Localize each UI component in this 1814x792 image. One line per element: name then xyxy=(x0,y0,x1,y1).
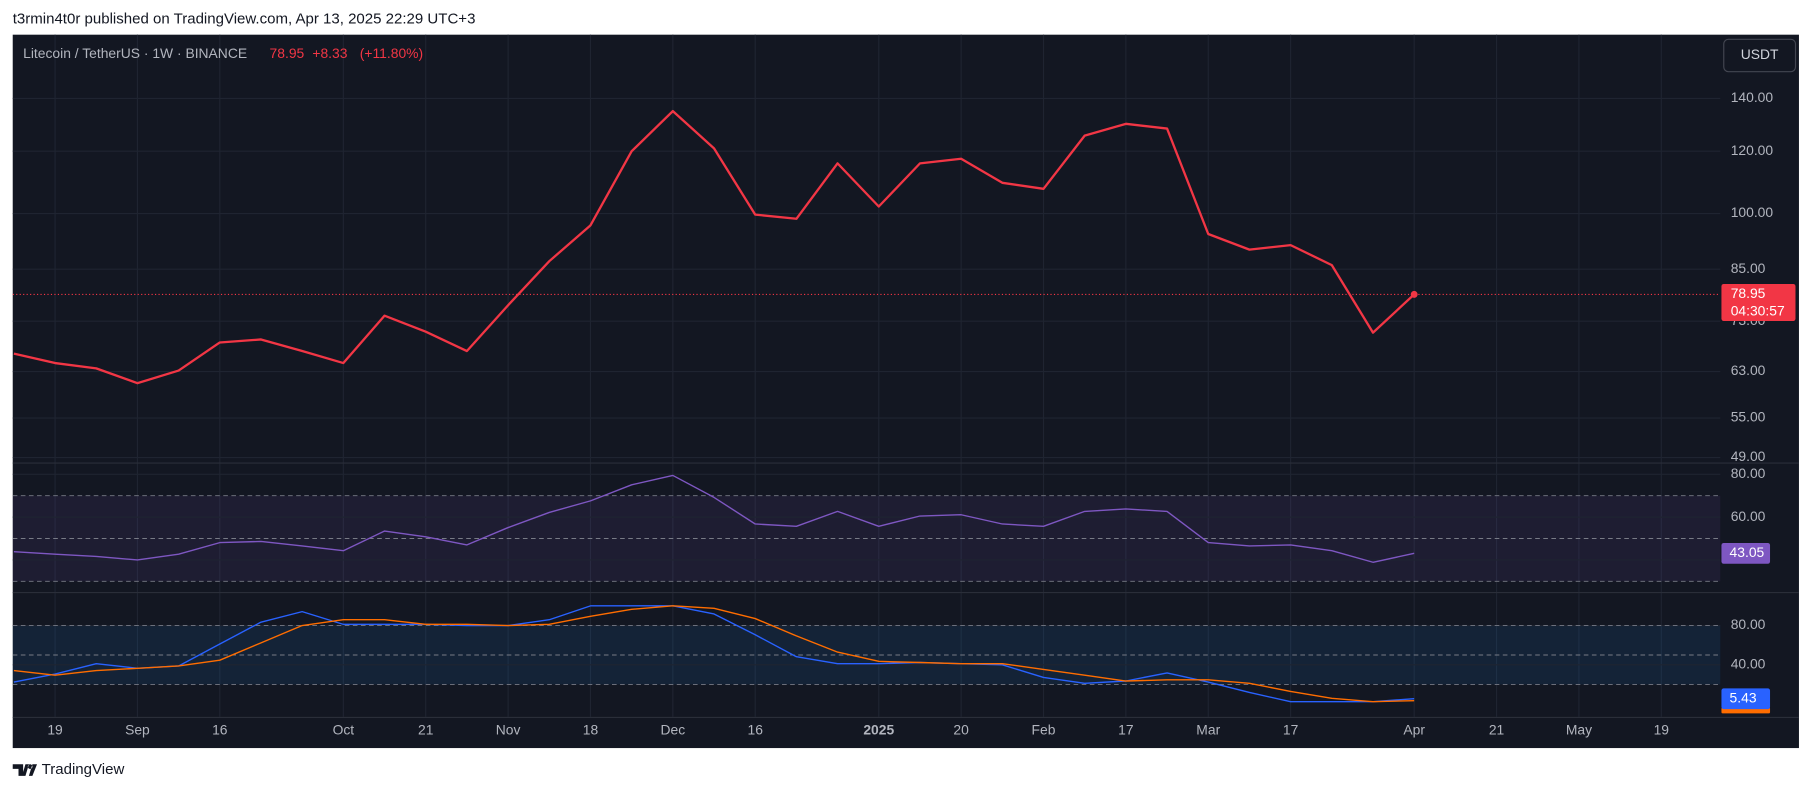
x-tick-label: 19 xyxy=(47,721,63,737)
publish-info: t3rmin4t0r published on TradingView.com,… xyxy=(13,11,476,28)
series-line xyxy=(13,474,1415,563)
x-tick-label: 17 xyxy=(1118,721,1134,737)
last-price-dot xyxy=(1410,290,1418,298)
x-tick-label: 21 xyxy=(418,721,434,737)
series-line xyxy=(13,605,1415,703)
x-tick-label: Sep xyxy=(125,721,150,737)
brand-logo xyxy=(12,764,38,776)
x-tick-label: 21 xyxy=(1489,721,1505,737)
x-tick-label: 17 xyxy=(1283,721,1299,737)
x-tick-label: Apr xyxy=(1403,721,1425,737)
y-tick-label: 100.00 xyxy=(1731,204,1774,220)
x-tick-label: 20 xyxy=(953,721,969,737)
y-tick-label: 80.00 xyxy=(1731,465,1766,481)
price-tag-value: 78.95 xyxy=(1731,285,1766,301)
symbol-title: Litecoin / TetherUS · 1W · BINANCE xyxy=(23,45,247,61)
x-tick-label: Mar xyxy=(1196,721,1220,737)
price-change: +8.33 xyxy=(312,45,347,61)
value-tag-text: 5.43 xyxy=(1730,689,1757,705)
currency-button[interactable] xyxy=(1723,38,1797,73)
x-tick-label: 2025 xyxy=(863,721,894,737)
y-tick-label: 140.00 xyxy=(1731,89,1774,105)
x-tick-label: May xyxy=(1566,721,1592,737)
value-tag xyxy=(1721,542,1771,564)
series-line xyxy=(13,109,1415,385)
x-tick-label: 19 xyxy=(1654,721,1670,737)
x-tick-label: Dec xyxy=(661,721,686,737)
x-tick-label: Feb xyxy=(1032,721,1056,737)
x-tick-label: 18 xyxy=(583,721,599,737)
x-tick-label: Nov xyxy=(496,721,521,737)
y-tick-label: 49.00 xyxy=(1731,448,1766,464)
x-tick-label: 16 xyxy=(212,721,228,737)
value-tag xyxy=(1721,688,1771,710)
y-tick-label: 80.00 xyxy=(1731,616,1766,632)
brand-name: TradingView xyxy=(42,761,125,778)
countdown: 04:30:57 xyxy=(1731,302,1785,318)
price-tag xyxy=(1721,283,1796,321)
y-tick-label: 55.00 xyxy=(1731,409,1766,425)
chart-layer: 19 Sep 16 Oct 21 Nov 18 Dec 16 2025 20 Feb 17 Mar 17 Ap… xyxy=(12,34,1799,737)
chart-area xyxy=(12,34,1799,749)
series-line xyxy=(13,605,1415,703)
x-tick-label: 16 xyxy=(748,721,764,737)
value-tag-text: 43.05 xyxy=(1730,544,1765,560)
price-change-pct: (+11.80%) xyxy=(360,45,423,61)
currency-label[interactable]: USDT xyxy=(1741,46,1779,62)
y-tick-label: 63.00 xyxy=(1731,362,1766,378)
x-tick-label: Oct xyxy=(333,721,355,737)
last-price: 78.95 xyxy=(270,45,305,61)
y-tick-label: 60.00 xyxy=(1731,508,1766,524)
y-tick-label: 85.00 xyxy=(1731,260,1766,276)
y-tick-label: 120.00 xyxy=(1731,142,1774,158)
y-tick-label: 40.00 xyxy=(1731,655,1766,671)
